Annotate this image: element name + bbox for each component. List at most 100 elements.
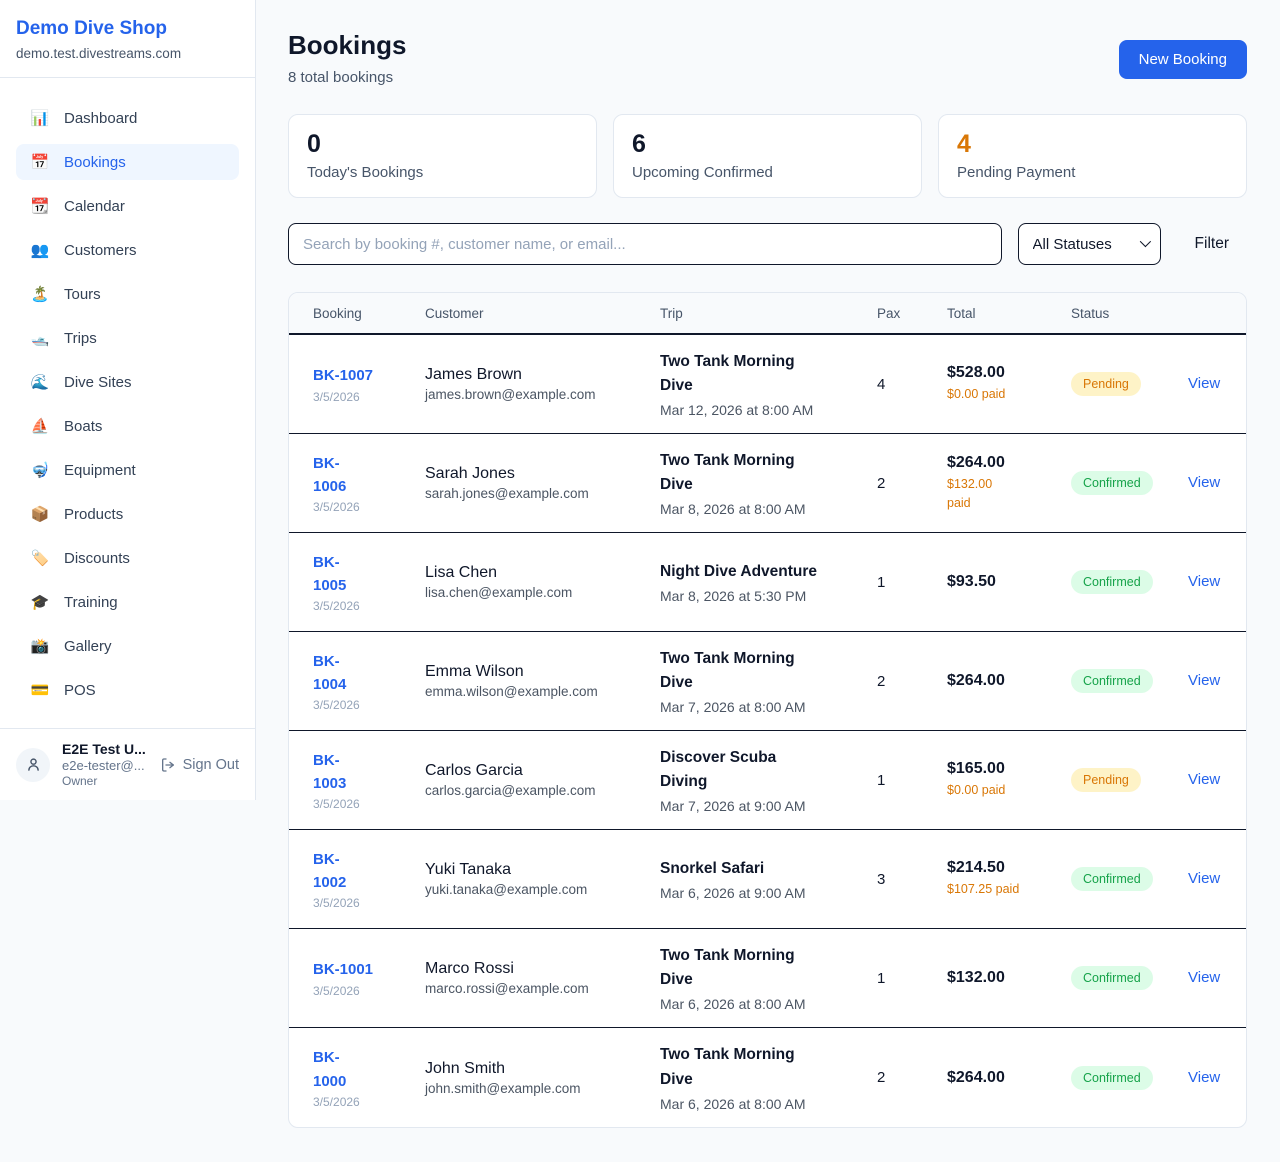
sidebar-item-label: Calendar bbox=[64, 197, 125, 215]
trip-cell: Snorkel Safari Mar 6, 2026 at 9:00 AM bbox=[660, 857, 877, 901]
sign-out-label: Sign Out bbox=[182, 756, 239, 773]
customer-email: lisa.chen@example.com bbox=[425, 585, 573, 600]
table-body: BK-1007 3/5/2026 James Brown james.brown… bbox=[289, 335, 1246, 1127]
search-input[interactable] bbox=[288, 223, 1002, 265]
status-cell: Confirmed bbox=[1071, 1065, 1188, 1090]
sidebar-item-label: Dive Sites bbox=[64, 373, 132, 391]
trip-name: Two Tank Morning Dive bbox=[660, 352, 795, 394]
sidebar-item-label: Training bbox=[64, 593, 118, 611]
table-row: BK- 1005 3/5/2026 Lisa Chen lisa.chen@exa… bbox=[289, 533, 1246, 632]
total-amount: $214.50 bbox=[947, 859, 1005, 877]
trip-datetime: Mar 6, 2026 at 8:00 AM bbox=[660, 1095, 806, 1112]
sidebar-item-dashboard[interactable]: 📊 Dashboard bbox=[16, 100, 239, 136]
view-link[interactable]: View bbox=[1188, 771, 1221, 788]
sidebar-item-customers[interactable]: 👥 Customers bbox=[16, 232, 239, 268]
equipment-icon: 🤿 bbox=[30, 462, 50, 479]
view-link[interactable]: View bbox=[1188, 672, 1221, 689]
view-link[interactable]: View bbox=[1188, 870, 1221, 887]
booking-id-link[interactable]: BK- 1005 bbox=[313, 553, 347, 594]
trip-name: Discover Scuba Diving bbox=[660, 748, 777, 790]
sidebar-item-label: Equipment bbox=[64, 461, 136, 479]
view-link[interactable]: View bbox=[1188, 1068, 1221, 1086]
booking-id-link[interactable]: BK- 1004 bbox=[313, 652, 347, 693]
new-booking-button[interactable]: New Booking bbox=[1118, 40, 1247, 79]
booking-id-link[interactable]: BK- 1003 bbox=[313, 751, 347, 792]
sidebar-item-products[interactable]: 📦 Products bbox=[16, 496, 239, 532]
column-header-total: Total bbox=[947, 305, 976, 321]
status-cell: Pending bbox=[1071, 372, 1188, 396]
trip-name: Night Dive Adventure bbox=[660, 562, 818, 580]
customer-name: Sarah Jones bbox=[425, 465, 515, 482]
sign-out-icon bbox=[160, 757, 176, 773]
status-select[interactable]: All Statuses bbox=[1017, 223, 1161, 265]
booking-id-link[interactable]: BK-1007 bbox=[313, 367, 374, 385]
stat-label: Pending Payment bbox=[957, 164, 1076, 181]
sidebar-item-label: Boats bbox=[64, 417, 103, 435]
view-link[interactable]: View bbox=[1188, 375, 1221, 392]
total-cell: $93.50 bbox=[947, 573, 1071, 591]
view-link[interactable]: View bbox=[1188, 573, 1221, 590]
paid-amount: $0.00 paid bbox=[947, 783, 1006, 798]
booking-date: 3/5/2026 bbox=[313, 389, 360, 404]
user-role: Owner bbox=[62, 774, 98, 788]
booking-id-link[interactable]: BK- 1002 bbox=[313, 850, 347, 891]
user-email: e2e-tester@... bbox=[62, 758, 145, 773]
customer-cell: Sarah Jones sarah.jones@example.com bbox=[425, 465, 660, 501]
view-link[interactable]: View bbox=[1188, 474, 1221, 491]
sidebar-item-calendar[interactable]: 📆 Calendar bbox=[16, 188, 239, 224]
booking-cell: BK- 1004 3/5/2026 bbox=[313, 650, 425, 713]
view-cell: View bbox=[1188, 969, 1222, 987]
brand-domain: demo.test.divestreams.com bbox=[16, 46, 182, 61]
customer-cell: Yuki Tanaka yuki.tanaka@example.com bbox=[425, 861, 660, 897]
booking-id-link[interactable]: BK- 1006 bbox=[313, 454, 347, 495]
table-row: BK- 1004 3/5/2026 Emma Wilson emma.wilson… bbox=[289, 632, 1246, 731]
sidebar-item-tours[interactable]: 🏝️ Tours bbox=[16, 276, 239, 312]
sidebar-item-label: POS bbox=[64, 681, 96, 699]
stat-card-todays-bookings: 0 Today's Bookings bbox=[288, 114, 597, 198]
stat-card-pending-payment: 4 Pending Payment bbox=[938, 114, 1247, 198]
stat-label: Today's Bookings bbox=[307, 164, 424, 181]
filter-button[interactable]: Filter bbox=[1177, 235, 1247, 253]
sidebar-item-label: Bookings bbox=[64, 153, 126, 171]
customer-cell: James Brown james.brown@example.com bbox=[425, 366, 660, 402]
customer-cell: Carlos Garcia carlos.garcia@example.com bbox=[425, 762, 660, 798]
customer-cell: Emma Wilson emma.wilson@example.com bbox=[425, 663, 660, 699]
sign-out-button[interactable]: Sign Out bbox=[160, 757, 239, 773]
table-row: BK- 1006 3/5/2026 Sarah Jones sarah.jones… bbox=[289, 434, 1246, 533]
user-name: E2E Test U... bbox=[62, 741, 146, 757]
status-badge: Pending bbox=[1071, 768, 1141, 792]
sidebar-item-label: Gallery bbox=[64, 637, 112, 655]
customer-name: Marco Rossi bbox=[425, 960, 514, 977]
dive-sites-icon: 🌊 bbox=[30, 374, 50, 391]
paid-amount: $132.00 paid bbox=[947, 476, 993, 510]
customer-name: James Brown bbox=[425, 366, 522, 383]
sidebar-item-training[interactable]: 🎓 Training bbox=[16, 584, 239, 620]
sidebar-item-gallery[interactable]: 📸 Gallery bbox=[16, 628, 239, 664]
sidebar-item-equipment[interactable]: 🤿 Equipment bbox=[16, 452, 239, 488]
sidebar-item-dive-sites[interactable]: 🌊 Dive Sites bbox=[16, 364, 239, 400]
booking-id-link[interactable]: BK- 1000 bbox=[313, 1049, 347, 1090]
trip-datetime: Mar 8, 2026 at 8:00 AM bbox=[660, 501, 806, 518]
user-section: E2E Test U... e2e-tester@... Owner Sign … bbox=[0, 728, 255, 800]
pax-count: 2 bbox=[877, 474, 886, 492]
training-icon: 🎓 bbox=[30, 594, 50, 611]
sidebar-item-boats[interactable]: ⛵ Boats bbox=[16, 408, 239, 444]
stat-value: 4 bbox=[957, 130, 971, 158]
table-row: BK-1007 3/5/2026 James Brown james.brown… bbox=[289, 335, 1246, 434]
page-title: Bookings bbox=[288, 30, 407, 60]
stats-row: 0 Today's Bookings 6 Upcoming Confirmed … bbox=[288, 114, 1247, 198]
sidebar-item-trips[interactable]: 🛥️ Trips bbox=[16, 320, 239, 356]
boats-icon: ⛵ bbox=[30, 418, 50, 435]
column-header-booking: Booking bbox=[313, 305, 362, 321]
filter-row: All Statuses Filter bbox=[288, 223, 1247, 265]
view-link[interactable]: View bbox=[1188, 969, 1221, 986]
sidebar-item-pos[interactable]: 💳 POS bbox=[16, 672, 239, 708]
sidebar-item-discounts[interactable]: 🏷️ Discounts bbox=[16, 540, 239, 576]
booking-date: 3/5/2026 bbox=[313, 797, 360, 812]
trip-datetime: Mar 6, 2026 at 9:00 AM bbox=[660, 885, 806, 901]
sidebar-item-bookings[interactable]: 📅 Bookings bbox=[16, 144, 239, 180]
paid-amount: $0.00 paid bbox=[947, 387, 1006, 402]
status-badge: Confirmed bbox=[1071, 867, 1153, 891]
booking-id-link[interactable]: BK-1001 bbox=[313, 961, 374, 979]
customer-email: james.brown@example.com bbox=[425, 387, 596, 402]
